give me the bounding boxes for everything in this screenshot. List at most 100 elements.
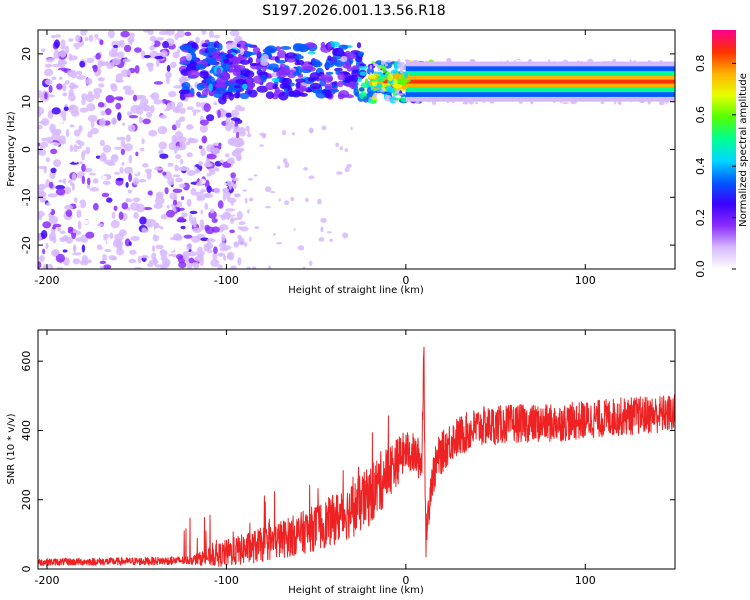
spectrogram-cell [94, 33, 99, 39]
spectrogram-cell [191, 109, 202, 113]
spectrogram-cell [159, 114, 167, 119]
spectrogram-cell [277, 50, 287, 59]
spectrogram-y-ticks: -20 -10 0 10 20 [20, 47, 675, 254]
spectrogram-cell [62, 234, 69, 242]
spectrogram-cell [78, 125, 83, 133]
spectrogram-cell [284, 87, 289, 94]
spectrogram-cell [143, 105, 151, 112]
spectrogram-cell [230, 172, 236, 179]
spectrogram-cell [211, 218, 218, 223]
spectrogram-cell [132, 197, 141, 203]
spectrogram-cell [244, 70, 255, 79]
spectrogram-cell [359, 63, 367, 67]
spectrogram-cell [72, 258, 81, 265]
spectrogram-cell [246, 82, 254, 91]
spectrogram-cell [121, 161, 125, 166]
spectrogram-cell [73, 144, 78, 153]
spectrogram-cell [167, 102, 173, 111]
spectrogram-cell [346, 52, 357, 60]
spectrogram-cell [59, 76, 63, 80]
spectrogram-cell [45, 31, 51, 36]
spectrogram-cell [74, 165, 81, 172]
spectrogram-cell [134, 64, 140, 74]
spectrogram-cell [469, 58, 474, 63]
spectrogram-cell [99, 39, 104, 46]
spectrogram-cell [620, 57, 627, 63]
spectrogram-cell [42, 208, 52, 214]
spectrogram-cell [284, 52, 297, 59]
spectrogram-cell [118, 211, 124, 220]
spectrogram-cell [194, 153, 201, 159]
spectrogram-cell [188, 251, 197, 257]
spectrogram-cell [49, 123, 56, 133]
spectrogram-cell [107, 30, 115, 39]
spectrogram-cell [97, 101, 105, 108]
spectrogram-cell [86, 103, 96, 112]
spectrogram-cell [68, 46, 76, 51]
spectrogram-cell [295, 78, 306, 83]
spectrogram-cell [267, 63, 280, 71]
spectrogram-cell [215, 87, 227, 91]
spectrogram-cell [246, 266, 251, 269]
spectrogram-cell [275, 46, 281, 52]
spectrogram-cell [195, 64, 207, 70]
spectrogram-cell [176, 253, 183, 260]
spectrogram-cell [183, 234, 193, 239]
spectrogram-cell [339, 146, 343, 151]
spectrogram-cell [75, 34, 81, 43]
spectrogram-cell [230, 109, 240, 118]
spectrogram-cell [231, 200, 234, 206]
spectrogram-cell [233, 126, 241, 133]
spectrogram-cell [39, 141, 49, 148]
spectrogram-cell [47, 193, 58, 198]
x-tick-label: -200 [34, 574, 59, 587]
spectrogram-cell [127, 207, 131, 211]
spectrogram-cell [79, 199, 87, 209]
spectrogram-cell [111, 84, 118, 92]
spectrogram-cell [238, 239, 241, 244]
spectrogram-cell [111, 117, 117, 125]
spectrogram-cell [183, 39, 189, 45]
spectrogram-cell [207, 249, 213, 254]
spectrogram-cell [143, 30, 151, 33]
spectrogram-cell [308, 260, 313, 266]
spectrogram-cell [54, 128, 62, 135]
spectrogram-cell [138, 116, 143, 124]
spectrogram-cell [237, 226, 243, 230]
spectrogram-cell [62, 178, 67, 185]
spectrogram-cell [619, 100, 622, 106]
spectrogram-cell [78, 141, 85, 147]
spectrogram-cell [178, 183, 186, 189]
spectrogram-cell [75, 202, 81, 209]
spectrogram-cell [119, 39, 125, 48]
spectrogram-cell [186, 106, 194, 111]
x-tick-label: 100 [575, 574, 596, 587]
spectrogram-cell [177, 167, 187, 172]
spectrogram-cell [226, 255, 230, 259]
spectrogram-cell [46, 58, 54, 63]
spectrogram-cell [111, 188, 121, 197]
spectrogram-cell [243, 242, 248, 247]
spectrogram-cell [196, 91, 201, 97]
spectrogram-cell [329, 238, 334, 242]
spectrogram-cell [271, 77, 280, 82]
spectrogram-cell [151, 252, 157, 260]
spectrogram-cell [223, 35, 231, 43]
spectrogram-cell [127, 37, 135, 43]
spectrogram-cell [128, 173, 133, 182]
spectrogram-cell [62, 249, 68, 253]
spectrogram-cell [162, 40, 169, 49]
spectrogram-cell [128, 154, 133, 164]
spectrogram-cell [99, 260, 107, 265]
spectrogram-cell [69, 144, 74, 152]
spectrogram-cell [187, 137, 195, 143]
spectrogram-cell [167, 176, 175, 186]
spectrogram-cell [60, 45, 67, 50]
spectrogram-cell [133, 47, 142, 53]
spectrogram-cell [122, 85, 132, 91]
spectrogram-cell [113, 44, 118, 48]
spectrogram-cell [68, 53, 73, 61]
spectrogram-cell [247, 209, 250, 214]
spectrogram-cell [126, 111, 133, 117]
spectrogram-cell [160, 249, 165, 254]
